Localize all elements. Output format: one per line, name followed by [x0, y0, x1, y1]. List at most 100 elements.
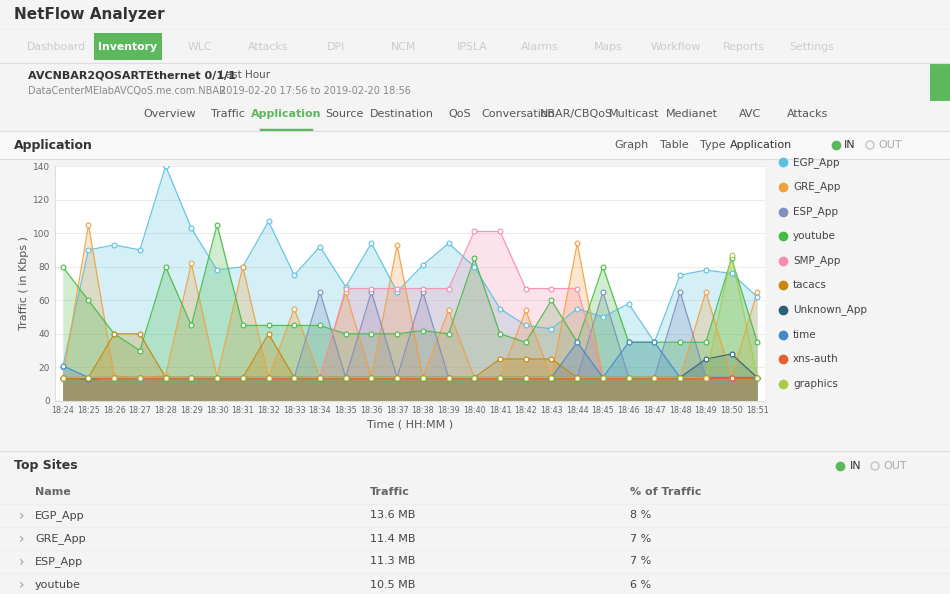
- Bar: [94, 33, 162, 60]
- Point: [364, 373, 379, 383]
- Point: [183, 373, 199, 383]
- Point: [698, 373, 713, 383]
- Point: [570, 337, 585, 347]
- Point: [415, 284, 430, 293]
- Point: [698, 373, 713, 383]
- Text: ESP_App: ESP_App: [35, 556, 84, 567]
- Point: [492, 354, 507, 364]
- Point: [621, 373, 637, 383]
- Point: [415, 373, 430, 383]
- Text: ›: ›: [19, 508, 25, 523]
- Point: [364, 373, 379, 383]
- Point: [236, 262, 251, 271]
- Point: [492, 373, 507, 383]
- Text: Application: Application: [14, 138, 93, 151]
- Point: [518, 373, 533, 383]
- Point: [390, 373, 405, 383]
- Point: [441, 373, 456, 383]
- Point: [570, 373, 585, 383]
- Point: [673, 373, 688, 383]
- Point: [81, 220, 96, 229]
- Point: [236, 321, 251, 330]
- Point: [724, 373, 739, 383]
- Point: [466, 262, 482, 271]
- Point: [750, 337, 765, 347]
- Point: [338, 373, 353, 383]
- Point: [698, 373, 713, 383]
- Point: [518, 373, 533, 383]
- Point: [544, 373, 560, 383]
- Point: [673, 373, 688, 383]
- Point: [621, 373, 637, 383]
- Point: [261, 217, 276, 226]
- Point: [236, 373, 251, 383]
- Text: Reports: Reports: [723, 42, 765, 52]
- Point: [441, 373, 456, 383]
- Point: [544, 354, 560, 364]
- Point: [621, 337, 637, 347]
- Text: 11.3 MB: 11.3 MB: [370, 557, 415, 567]
- Text: Last Hour: Last Hour: [220, 70, 270, 80]
- Point: [132, 373, 147, 383]
- Point: [596, 312, 611, 322]
- Point: [570, 337, 585, 347]
- Text: Type: Type: [700, 140, 726, 150]
- Point: [390, 373, 405, 383]
- Point: [81, 373, 96, 383]
- Point: [492, 329, 507, 339]
- Point: [183, 373, 199, 383]
- Point: [364, 373, 379, 383]
- Text: Traffic: Traffic: [211, 109, 245, 119]
- Point: [158, 371, 173, 381]
- Point: [596, 373, 611, 383]
- Point: [466, 373, 482, 383]
- Point: [492, 373, 507, 383]
- Point: [209, 373, 224, 383]
- Point: [647, 373, 662, 383]
- Point: [673, 373, 688, 383]
- Point: [673, 287, 688, 296]
- Point: [544, 324, 560, 334]
- Point: [415, 287, 430, 296]
- Point: [81, 373, 96, 383]
- Point: [441, 373, 456, 383]
- Point: [724, 349, 739, 359]
- Point: [415, 373, 430, 383]
- Point: [390, 329, 405, 339]
- Point: [750, 292, 765, 302]
- Point: [338, 373, 353, 383]
- Point: [518, 321, 533, 330]
- Text: youtube: youtube: [793, 231, 836, 241]
- Text: youtube: youtube: [35, 580, 81, 589]
- Text: tacacs: tacacs: [793, 280, 826, 290]
- Point: [364, 373, 379, 383]
- Point: [106, 371, 122, 381]
- Text: ›: ›: [19, 532, 25, 545]
- Point: [724, 373, 739, 383]
- Point: [55, 373, 70, 383]
- Text: Multicast: Multicast: [609, 109, 659, 119]
- Point: [209, 373, 224, 383]
- Point: [673, 373, 688, 383]
- Point: [209, 373, 224, 383]
- Point: [441, 284, 456, 293]
- Text: NetFlow Analyzer: NetFlow Analyzer: [14, 8, 164, 23]
- Point: [132, 346, 147, 355]
- Point: [596, 373, 611, 383]
- Text: Graph: Graph: [614, 140, 648, 150]
- Point: [209, 266, 224, 275]
- Text: Inventory: Inventory: [99, 42, 158, 52]
- Point: [390, 373, 405, 383]
- Text: Dashboard: Dashboard: [27, 42, 86, 52]
- Point: [287, 373, 302, 383]
- Text: 11.4 MB: 11.4 MB: [370, 533, 415, 544]
- Point: [313, 321, 328, 330]
- Point: [338, 284, 353, 293]
- Point: [158, 373, 173, 383]
- Point: [621, 337, 637, 347]
- Point: [158, 373, 173, 383]
- Point: [209, 373, 224, 383]
- Point: [647, 373, 662, 383]
- Point: [570, 284, 585, 293]
- Point: [106, 373, 122, 383]
